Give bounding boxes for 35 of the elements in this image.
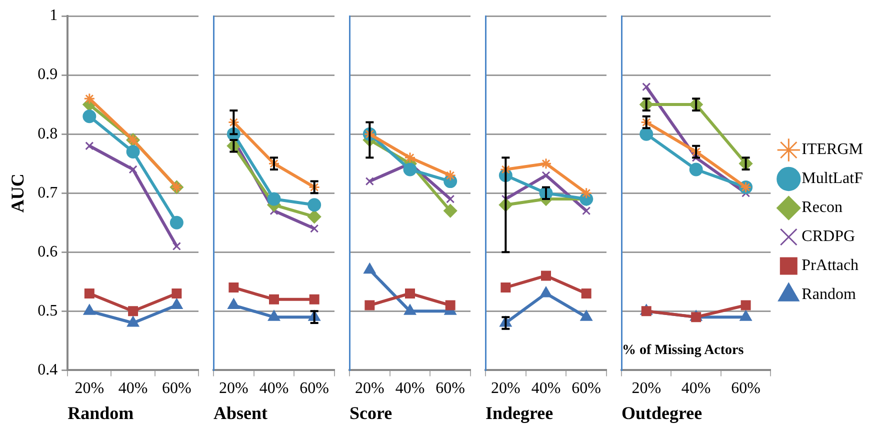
legend-label: Recon bbox=[802, 199, 843, 216]
x-axis-title: Outdegree bbox=[622, 402, 702, 423]
x-tick-label: 20% bbox=[219, 380, 248, 398]
y-tick-label: 0.7 bbox=[38, 184, 58, 202]
x-axis-title: Random bbox=[68, 402, 134, 423]
legend-label: MultLatF bbox=[802, 170, 864, 188]
x-tick-label: 60% bbox=[300, 380, 329, 398]
y-axis-title: AUC bbox=[7, 174, 28, 213]
x-tick-label: 40% bbox=[395, 380, 425, 398]
x-tick-label: 60% bbox=[436, 380, 465, 398]
x-tick-label: 20% bbox=[632, 380, 662, 398]
legend-label: Random bbox=[802, 286, 856, 304]
x-axis-title: Indegree bbox=[486, 402, 554, 423]
x-tick-label: 20% bbox=[355, 380, 384, 398]
x-tick-label: 60% bbox=[572, 380, 601, 398]
y-tick-label: 0.8 bbox=[38, 125, 58, 142]
y-tick-label: 0.5 bbox=[38, 302, 58, 320]
legend-label: ITERGM bbox=[802, 141, 863, 158]
x-tick-label: 40% bbox=[259, 380, 289, 398]
x-axis-title: Absent bbox=[214, 402, 268, 423]
legend-label: CRDPG bbox=[802, 228, 856, 246]
annotation: % of Missing Actors bbox=[622, 343, 744, 359]
y-tick-label: 1 bbox=[50, 7, 58, 24]
x-tick-label: 60% bbox=[162, 380, 192, 398]
x-tick-label: 20% bbox=[74, 380, 104, 398]
x-tick-label: 40% bbox=[118, 380, 148, 398]
x-tick-label: 40% bbox=[531, 380, 561, 398]
y-tick-label: 0.9 bbox=[38, 66, 58, 84]
legend-label: PrAttach bbox=[802, 257, 859, 274]
x-tick-label: 60% bbox=[731, 380, 760, 398]
y-tick-label: 0.4 bbox=[38, 361, 58, 378]
x-tick-label: 20% bbox=[491, 380, 520, 398]
x-tick-label: 40% bbox=[681, 380, 711, 398]
x-axis-title: Score bbox=[350, 402, 392, 423]
y-tick-label: 0.6 bbox=[38, 243, 58, 260]
